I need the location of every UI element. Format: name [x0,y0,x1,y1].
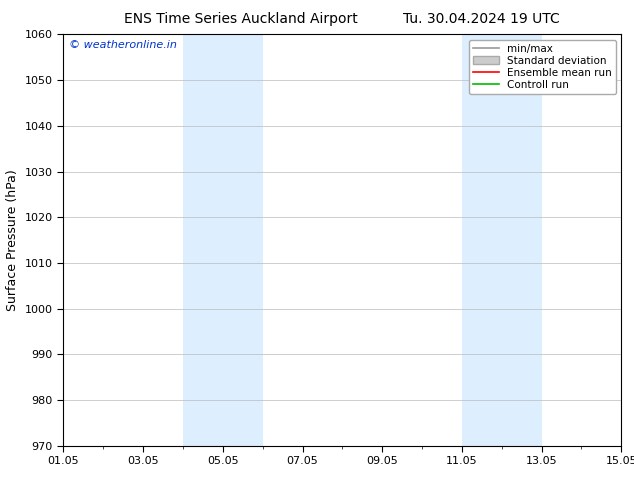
Text: ENS Time Series Auckland Airport: ENS Time Series Auckland Airport [124,12,358,26]
Text: Tu. 30.04.2024 19 UTC: Tu. 30.04.2024 19 UTC [403,12,560,26]
Y-axis label: Surface Pressure (hPa): Surface Pressure (hPa) [6,169,19,311]
Bar [223,34,262,446]
Bar [183,34,223,446]
Bar [462,34,501,446]
Text: © weatheronline.in: © weatheronline.in [69,41,177,50]
Bar [501,34,541,446]
Legend: min/max, Standard deviation, Ensemble mean run, Controll run: min/max, Standard deviation, Ensemble me… [469,40,616,94]
